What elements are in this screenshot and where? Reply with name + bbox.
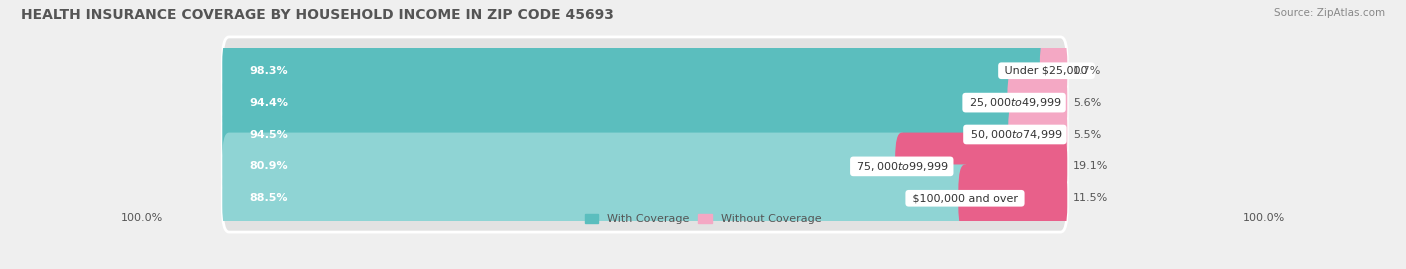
Text: 80.9%: 80.9% bbox=[250, 161, 288, 171]
Text: Under $25,000: Under $25,000 bbox=[1001, 66, 1091, 76]
FancyBboxPatch shape bbox=[222, 133, 908, 200]
Text: 98.3%: 98.3% bbox=[250, 66, 288, 76]
Legend: With Coverage, Without Coverage: With Coverage, Without Coverage bbox=[581, 210, 825, 229]
FancyBboxPatch shape bbox=[1008, 101, 1067, 168]
Text: $100,000 and over: $100,000 and over bbox=[908, 193, 1021, 203]
Text: 94.5%: 94.5% bbox=[250, 129, 288, 140]
Text: $50,000 to $74,999: $50,000 to $74,999 bbox=[966, 128, 1063, 141]
FancyBboxPatch shape bbox=[222, 164, 1067, 232]
Text: HEALTH INSURANCE COVERAGE BY HOUSEHOLD INCOME IN ZIP CODE 45693: HEALTH INSURANCE COVERAGE BY HOUSEHOLD I… bbox=[21, 8, 614, 22]
Text: 88.5%: 88.5% bbox=[250, 193, 288, 203]
Text: 5.6%: 5.6% bbox=[1073, 98, 1101, 108]
FancyBboxPatch shape bbox=[1040, 37, 1067, 105]
Text: 19.1%: 19.1% bbox=[1073, 161, 1108, 171]
FancyBboxPatch shape bbox=[222, 69, 1021, 136]
FancyBboxPatch shape bbox=[959, 164, 1067, 232]
Text: $25,000 to $49,999: $25,000 to $49,999 bbox=[966, 96, 1063, 109]
Text: 5.5%: 5.5% bbox=[1073, 129, 1101, 140]
FancyBboxPatch shape bbox=[896, 133, 1067, 200]
Text: 94.4%: 94.4% bbox=[250, 98, 288, 108]
Text: 100.0%: 100.0% bbox=[121, 213, 163, 223]
Text: $75,000 to $99,999: $75,000 to $99,999 bbox=[853, 160, 950, 173]
FancyBboxPatch shape bbox=[222, 101, 1067, 168]
FancyBboxPatch shape bbox=[222, 101, 1022, 168]
Text: Source: ZipAtlas.com: Source: ZipAtlas.com bbox=[1274, 8, 1385, 18]
FancyBboxPatch shape bbox=[222, 133, 1067, 200]
Text: 11.5%: 11.5% bbox=[1073, 193, 1108, 203]
FancyBboxPatch shape bbox=[222, 69, 1067, 136]
FancyBboxPatch shape bbox=[222, 37, 1053, 105]
FancyBboxPatch shape bbox=[222, 164, 972, 232]
Text: 100.0%: 100.0% bbox=[1243, 213, 1285, 223]
Text: 1.7%: 1.7% bbox=[1073, 66, 1101, 76]
FancyBboxPatch shape bbox=[1008, 69, 1067, 136]
FancyBboxPatch shape bbox=[222, 37, 1067, 105]
